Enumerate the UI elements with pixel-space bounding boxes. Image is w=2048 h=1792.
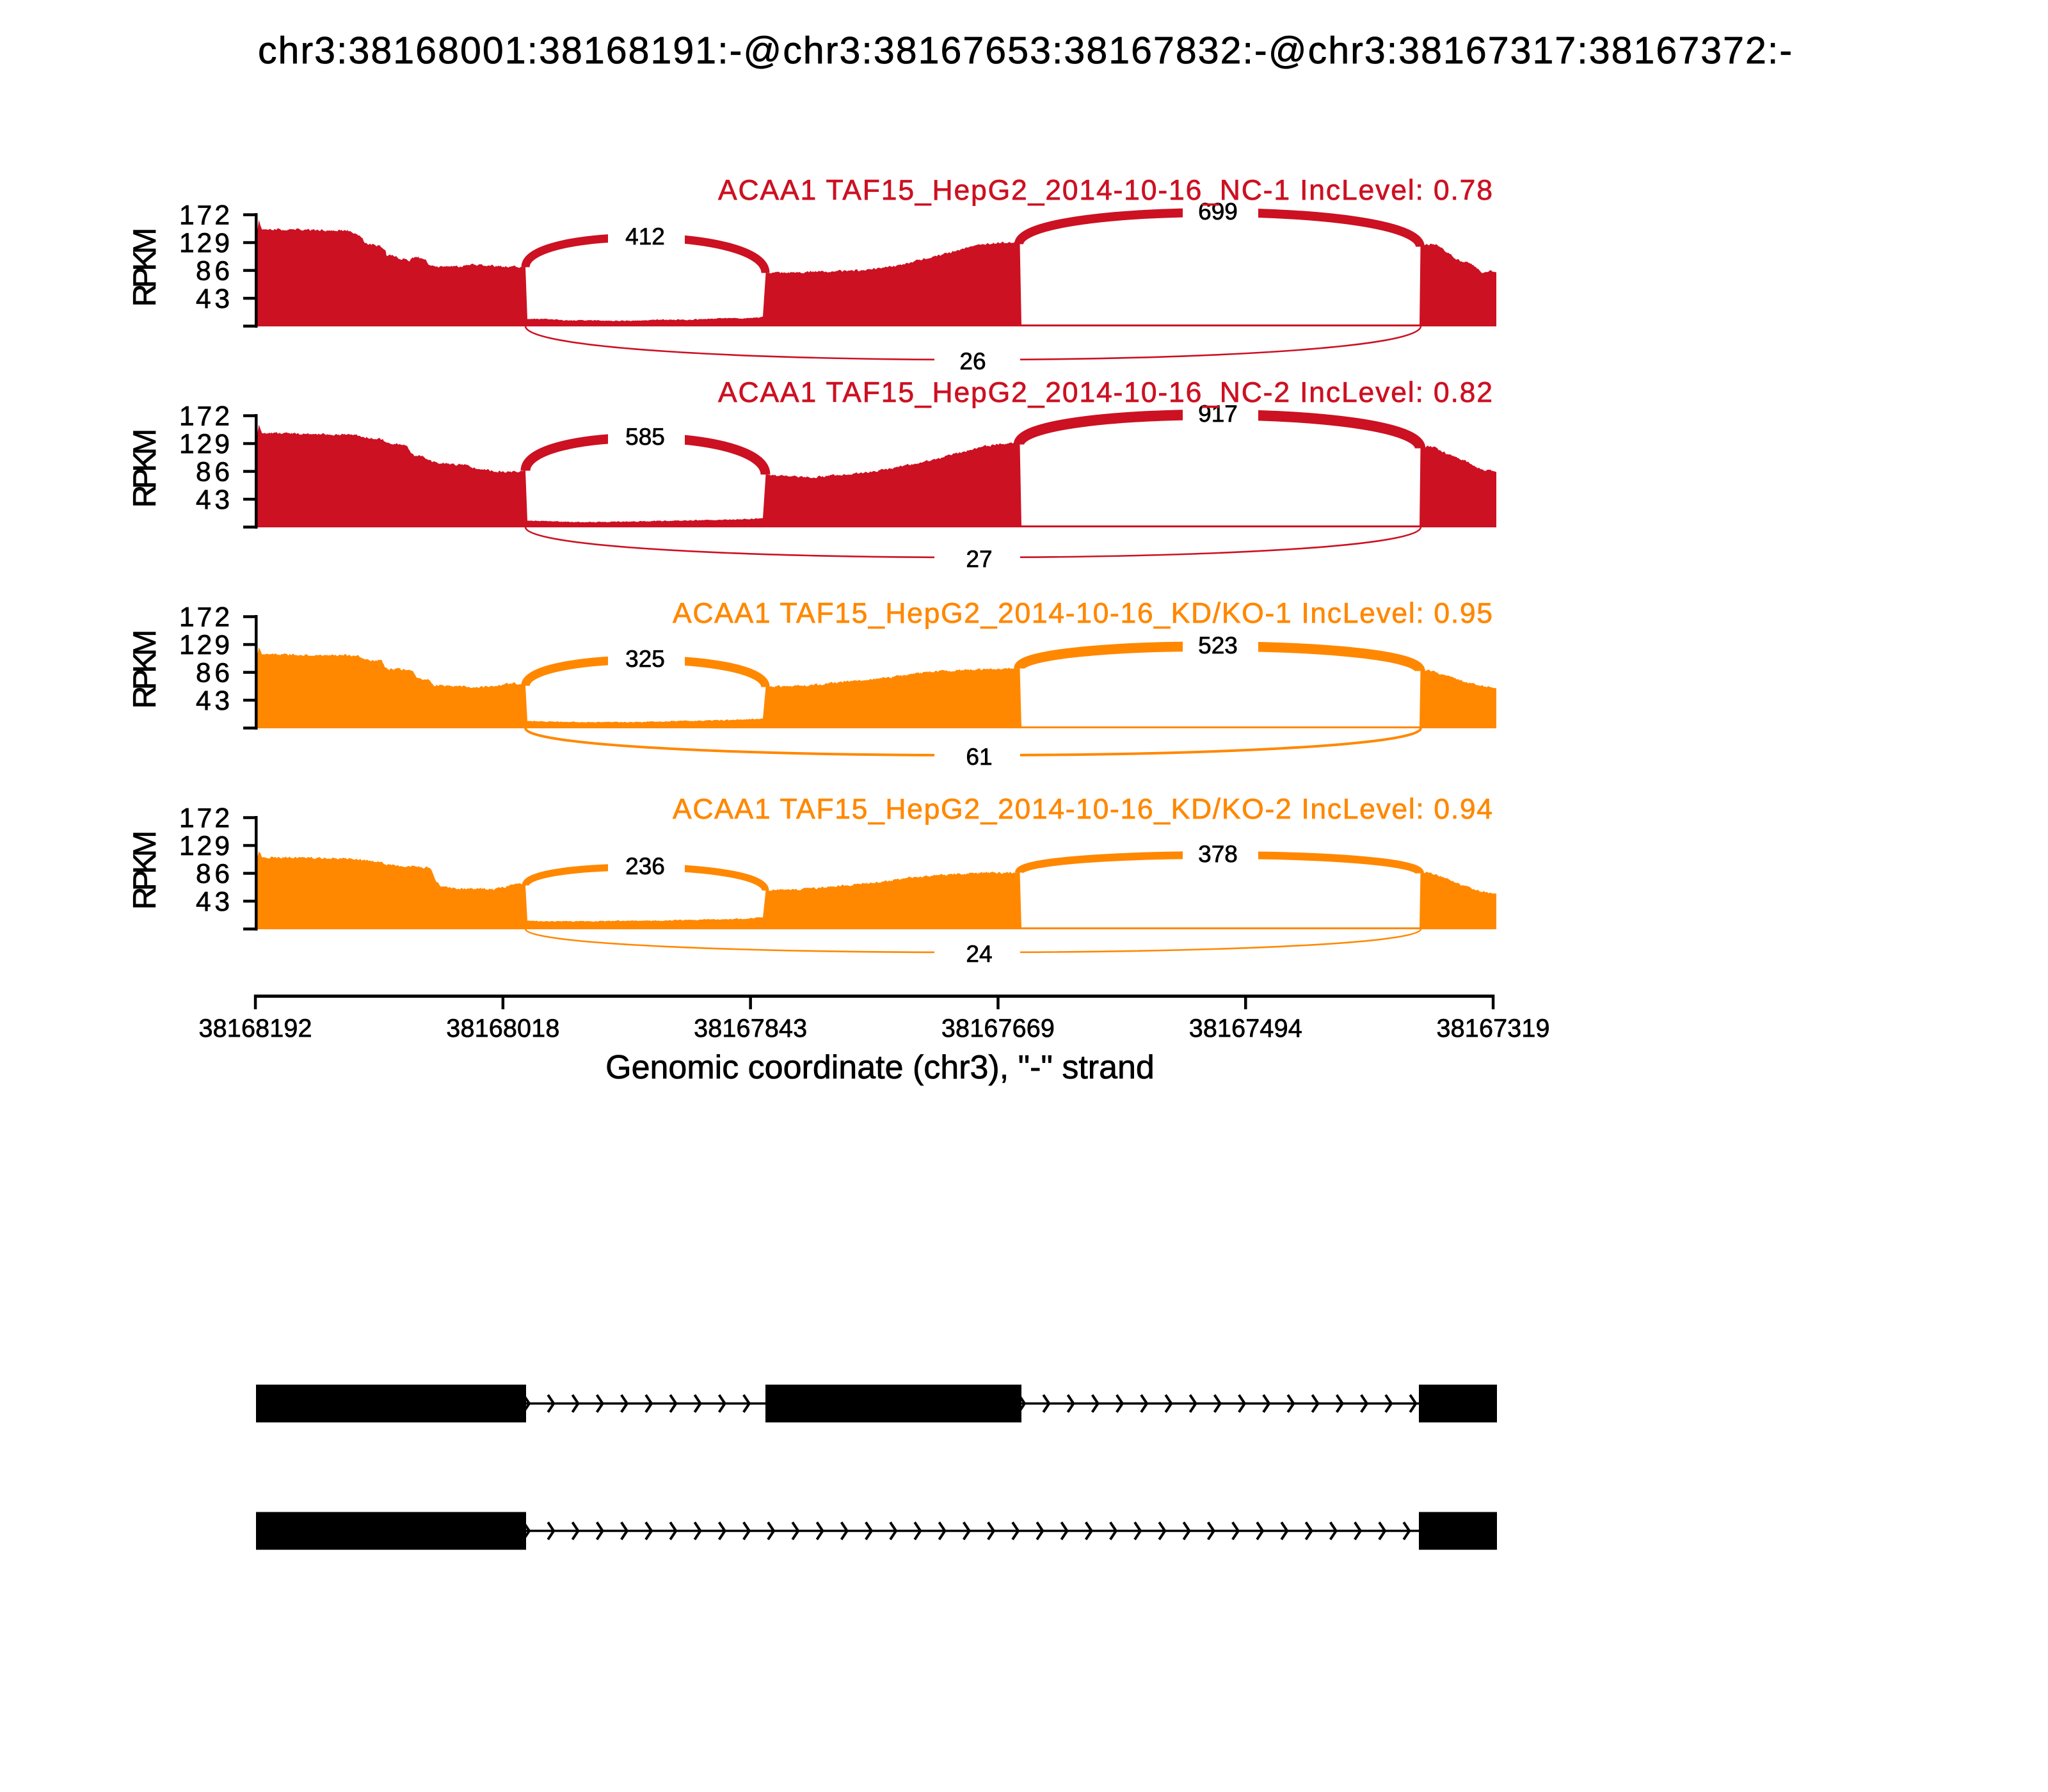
svg-text:RPKM: RPKM bbox=[127, 429, 163, 508]
svg-text:61: 61 bbox=[966, 744, 992, 770]
svg-text:24: 24 bbox=[966, 941, 992, 967]
svg-text:129: 129 bbox=[179, 630, 230, 660]
svg-text:Genomic coordinate (chr3), "-": Genomic coordinate (chr3), "-" strand bbox=[605, 1049, 1155, 1086]
svg-text:129: 129 bbox=[179, 228, 230, 259]
svg-text:ACAA1 TAF15_HepG2_2014-10-16_N: ACAA1 TAF15_HepG2_2014-10-16_NC-2 IncLev… bbox=[718, 377, 1492, 408]
svg-text:129: 129 bbox=[179, 429, 230, 460]
svg-text:RPKM: RPKM bbox=[127, 228, 163, 307]
svg-text:523: 523 bbox=[1198, 632, 1238, 659]
svg-text:38167319: 38167319 bbox=[1437, 1014, 1550, 1043]
svg-text:325: 325 bbox=[625, 646, 665, 672]
svg-text:chr3:38168001:38168191:-@chr3:: chr3:38168001:38168191:-@chr3:38167653:3… bbox=[258, 29, 1792, 72]
svg-text:412: 412 bbox=[625, 223, 665, 250]
svg-text:38167494: 38167494 bbox=[1189, 1014, 1302, 1043]
svg-text:236: 236 bbox=[625, 853, 665, 879]
svg-text:172: 172 bbox=[179, 201, 230, 231]
svg-text:RPKM: RPKM bbox=[127, 831, 163, 910]
svg-text:ACAA1 TAF15_HepG2_2014-10-16_K: ACAA1 TAF15_HepG2_2014-10-16_KD/KO-1 Inc… bbox=[673, 598, 1492, 629]
svg-text:172: 172 bbox=[179, 603, 230, 633]
svg-text:172: 172 bbox=[179, 402, 230, 432]
svg-text:378: 378 bbox=[1198, 841, 1238, 867]
svg-text:ACAA1 TAF15_HepG2_2014-10-16_K: ACAA1 TAF15_HepG2_2014-10-16_KD/KO-2 Inc… bbox=[673, 794, 1492, 825]
svg-text:RPKM: RPKM bbox=[127, 630, 163, 709]
svg-text:585: 585 bbox=[625, 424, 665, 450]
svg-text:172: 172 bbox=[179, 804, 230, 834]
svg-text:38167669: 38167669 bbox=[941, 1014, 1055, 1043]
svg-text:27: 27 bbox=[966, 546, 992, 572]
svg-text:129: 129 bbox=[179, 831, 230, 861]
svg-text:917: 917 bbox=[1198, 401, 1238, 427]
svg-text:26: 26 bbox=[959, 348, 986, 374]
svg-text:38167843: 38167843 bbox=[694, 1014, 807, 1043]
svg-text:38168192: 38168192 bbox=[199, 1014, 312, 1043]
svg-text:ACAA1 TAF15_HepG2_2014-10-16_N: ACAA1 TAF15_HepG2_2014-10-16_NC-1 IncLev… bbox=[718, 175, 1492, 206]
svg-text:699: 699 bbox=[1198, 198, 1238, 225]
svg-text:38168018: 38168018 bbox=[446, 1014, 559, 1043]
